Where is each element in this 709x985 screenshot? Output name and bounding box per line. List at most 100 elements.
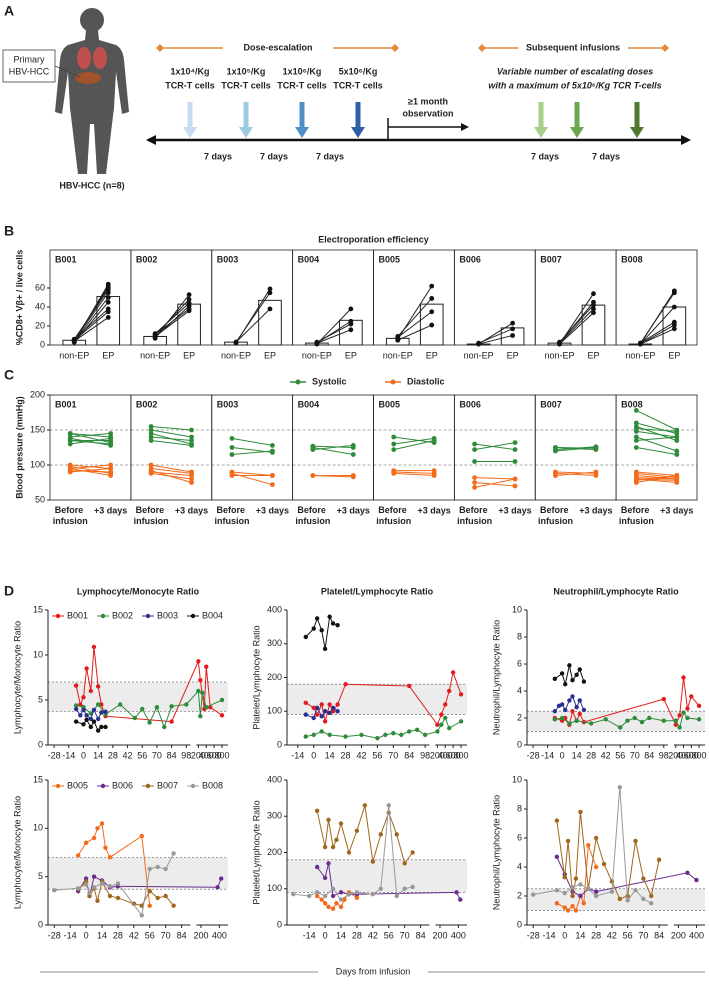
series-point [91,719,97,724]
series-point [330,886,336,891]
y-tick-label: 400 [267,774,282,784]
pair-line [636,475,677,483]
series-point [685,870,690,875]
series-point [354,895,360,901]
series-point [322,901,328,906]
series-point [574,672,579,677]
sample-point [105,290,111,296]
sample-point [267,290,273,296]
pair-point [350,474,356,480]
lung [77,47,91,69]
series-point [162,724,167,730]
series-point [52,888,57,893]
series-point [577,711,582,717]
pair-point [350,443,356,448]
series-point [559,702,565,707]
series-point [95,702,101,707]
series-point [322,646,328,652]
pair-point [633,420,639,426]
series-point [570,893,575,899]
pair-point [67,469,73,475]
series-point [335,622,340,628]
x-tick-label: 400 [438,750,453,760]
y-tick-label: 100 [267,883,282,893]
series-point [103,709,108,714]
legend-label: B008 [202,780,223,790]
legend-marker [55,783,61,789]
pair-point [553,445,558,450]
series-point [639,719,645,725]
x-tick-label: EP [587,350,599,360]
x-tick-label: 56 [145,930,155,940]
series-point [171,851,176,856]
x-tick-label: 14 [575,930,585,940]
pair-point [472,480,477,485]
subplot-label: B008 [621,399,643,409]
series-point [91,707,97,713]
pair-point [391,447,397,452]
pair-point [229,445,235,450]
sample-point [557,341,562,347]
x-tick-label: +3 days [418,505,451,515]
sample-point [671,322,677,328]
dose-amount: 1x10⁵/Kg [227,66,266,76]
series-point [617,785,622,790]
legend-label: B005 [67,780,88,790]
series-point [327,710,332,716]
series-point [346,891,352,897]
sample-line [397,311,433,338]
legend-label: Diastolic [407,376,445,386]
series-point [91,885,97,890]
x-tick-label: 42 [123,750,133,760]
series-point [562,890,567,896]
pair-point [148,462,154,468]
pair-point [593,473,599,478]
dose-amount: 1x10⁶/Kg [283,66,322,76]
series-point [139,913,144,918]
x-tick-label: 56 [372,750,382,760]
series-point [573,908,579,913]
series-point [338,821,344,826]
series-point [677,725,682,730]
sample-point [591,302,596,308]
series-point [633,888,638,893]
x-tick-label: +3 days [337,505,370,515]
x-tick-label: EP [426,350,438,360]
x-tick-label: 0 [81,750,86,760]
series-point [196,659,201,664]
sample-point [152,334,158,339]
label-line: Before [136,505,167,515]
series-point [567,663,572,668]
x-tick-label: +3 days [256,505,289,515]
series-point [88,688,94,694]
series-point [91,835,97,841]
series-point [338,897,344,902]
label-line: infusion [295,516,330,526]
pair-point [472,459,477,464]
pair-line [151,464,192,473]
series-point [570,678,575,683]
series-point [326,817,331,823]
legend-label: B002 [112,610,133,620]
pair-point [593,445,599,451]
series-point [204,664,209,669]
panel-label: C [4,367,14,383]
subplot-label: B008 [621,254,643,264]
x-tick-label: -28 [527,930,540,940]
phase-diamond [661,44,669,52]
sample-line [154,294,190,339]
legend-marker [100,613,106,619]
sample-point [671,304,677,310]
pair-point [189,427,194,433]
series-point [354,828,360,833]
y-tick-label: 5 [38,694,43,704]
x-tick-label: -28 [48,930,61,940]
series-point [581,679,587,684]
sample-point [186,297,192,302]
x-tick-label: 56 [615,750,625,760]
label-line: Before [216,505,247,515]
series-point [103,845,108,850]
bar [258,299,282,346]
sample-line [640,306,675,345]
sample-line [316,308,352,345]
